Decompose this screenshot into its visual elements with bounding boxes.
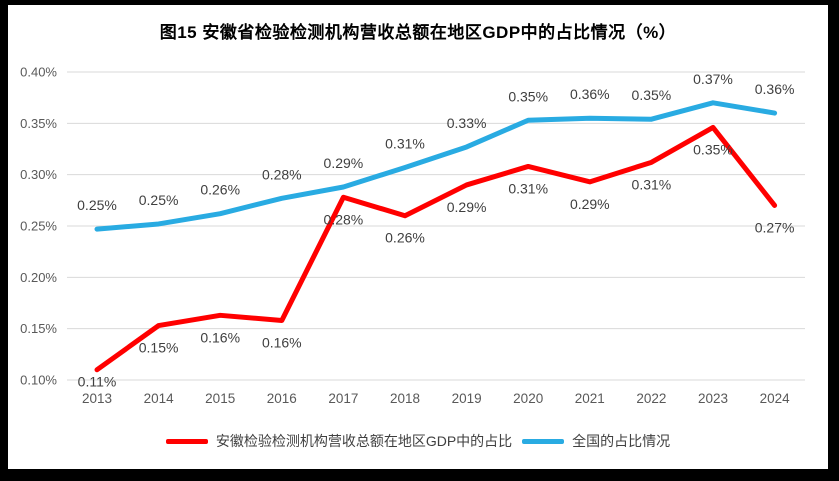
data-label: 0.33%: [447, 115, 487, 131]
x-tick-label: 2017: [328, 391, 358, 406]
y-tick-label: 0.25%: [20, 219, 57, 234]
y-tick-label: 0.30%: [20, 167, 57, 182]
data-label: 0.31%: [632, 176, 672, 192]
data-label: 0.29%: [447, 199, 487, 215]
legend-item-national: 全国的占比情况: [522, 431, 670, 451]
legend-item-anhui: 安徽检验检测机构营收总额在地区GDP中的占比: [165, 431, 513, 451]
x-tick-label: 2023: [698, 391, 728, 406]
legend-label-national: 全国的占比情况: [572, 433, 671, 449]
data-label: 0.29%: [324, 155, 364, 171]
data-label: 0.15%: [139, 340, 179, 356]
y-tick-label: 0.35%: [20, 116, 57, 131]
x-tick-label: 2021: [575, 391, 605, 406]
data-label: 0.25%: [139, 192, 179, 208]
x-tick-label: 2014: [144, 391, 175, 406]
data-label: 0.11%: [78, 374, 117, 390]
data-label: 0.31%: [508, 180, 548, 196]
x-tick-label: 2013: [82, 391, 112, 406]
data-label: 0.35%: [508, 88, 548, 104]
data-label: 0.29%: [570, 196, 610, 212]
x-tick-label: 2016: [267, 391, 297, 406]
data-label: 0.37%: [693, 71, 733, 87]
y-tick-label: 0.15%: [20, 321, 57, 336]
data-label: 0.26%: [200, 182, 240, 198]
x-tick-label: 2018: [390, 391, 420, 406]
data-label: 0.31%: [385, 135, 425, 151]
chart-canvas: 图15 安徽省检验检测机构营收总额在地区GDP中的占比情况（%） 0.10% 0.…: [8, 5, 828, 469]
x-tick-label: 2020: [513, 391, 543, 406]
x-tick-label: 2015: [205, 391, 235, 406]
x-tick-label: 2024: [760, 391, 791, 406]
line-chart: 0.10% 0.15% 0.20% 0.25% 0.30% 0.35% 0.40% 2013 2…: [20, 65, 805, 406]
x-tick-label: 2022: [636, 391, 666, 406]
chart-legend: 安徽检验检测机构营收总额在地区GDP中的占比 全国的占比情况: [8, 431, 828, 451]
data-label: 0.16%: [262, 334, 302, 350]
series-line: [94, 124, 778, 373]
legend-line-anhui: [165, 438, 208, 444]
data-label: 0.26%: [385, 230, 425, 246]
x-tick-label: 2019: [452, 391, 482, 406]
legend-label-anhui: 安徽检验检测机构营收总额在地区GDP中的占比: [215, 433, 513, 449]
data-label: 0.28%: [324, 211, 364, 227]
data-label: 0.27%: [755, 219, 795, 235]
chart-title: 图15 安徽省检验检测机构营收总额在地区GDP中的占比情况（%）: [159, 23, 677, 42]
legend-line-national: [522, 438, 565, 444]
data-label: 0.36%: [570, 86, 610, 102]
data-label: 0.35%: [693, 141, 733, 157]
data-label: 0.16%: [200, 329, 240, 345]
data-label: 0.35%: [632, 87, 672, 103]
y-tick-label: 0.20%: [20, 270, 57, 285]
series-line: [94, 100, 778, 232]
data-label: 0.25%: [77, 197, 117, 213]
data-label: 0.28%: [262, 166, 302, 182]
y-tick-label: 0.40%: [20, 65, 57, 80]
y-tick-label: 0.10%: [20, 373, 57, 388]
data-label: 0.36%: [755, 81, 795, 97]
